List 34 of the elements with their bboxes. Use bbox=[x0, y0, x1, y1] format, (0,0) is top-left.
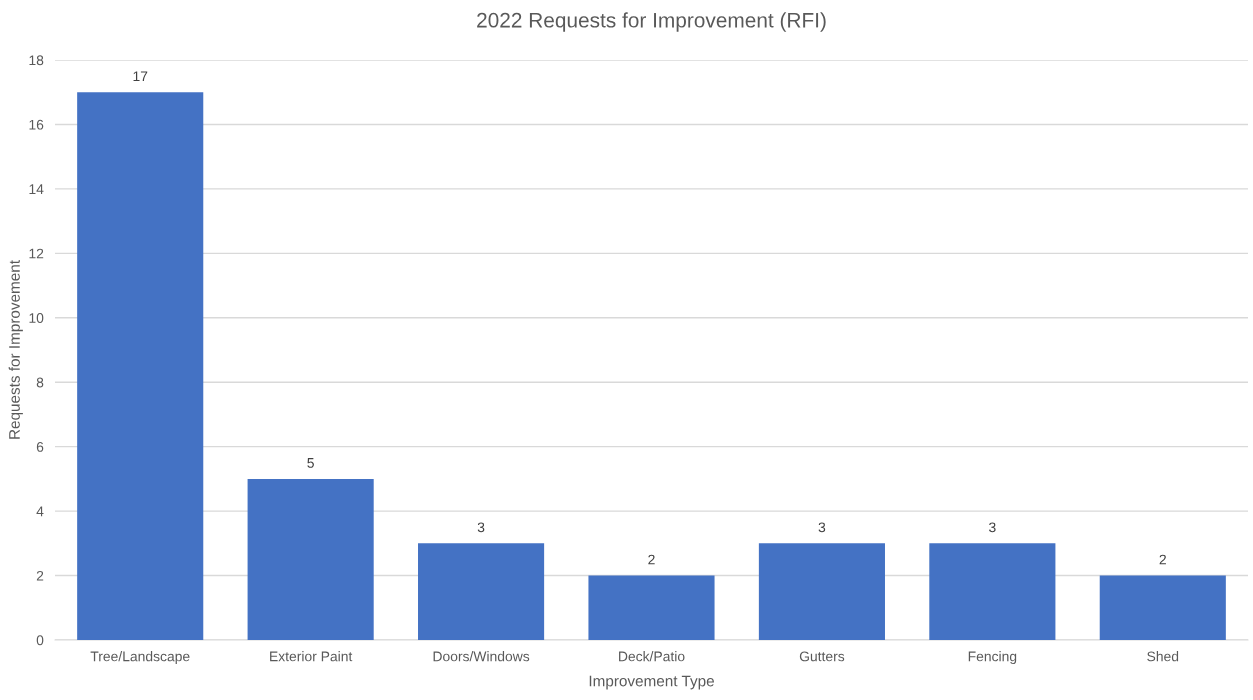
x-tick-label: Doors/Windows bbox=[433, 651, 530, 662]
bar bbox=[247, 478, 374, 640]
y-tick-label: 18 bbox=[29, 55, 44, 66]
data-label: 17 bbox=[133, 71, 148, 82]
y-tick-label: 16 bbox=[29, 119, 44, 130]
y-tick-label: 6 bbox=[36, 442, 44, 452]
x-tick-label: Exterior Paint bbox=[270, 651, 353, 662]
data-label: 2 bbox=[648, 554, 655, 565]
chart-title: 2022 Requests for Improvement (RFI) bbox=[477, 12, 826, 32]
y-tick-label: 8 bbox=[36, 377, 44, 388]
x-tick-label: Tree/Landscape bbox=[90, 651, 190, 665]
data-label: 2 bbox=[1159, 554, 1166, 565]
x-tick-label: Deck/Patio bbox=[619, 651, 685, 662]
data-label: 3 bbox=[477, 522, 485, 533]
x-tick-label: Shed bbox=[1147, 651, 1179, 662]
bar bbox=[418, 543, 545, 640]
data-label: 5 bbox=[307, 458, 314, 468]
x-tick-label: Gutters bbox=[799, 651, 845, 662]
bar bbox=[1099, 575, 1226, 640]
bar bbox=[588, 575, 715, 640]
x-tick-label: Fencing bbox=[968, 651, 1017, 665]
y-tick-label: 12 bbox=[29, 248, 44, 259]
y-tick-label: 2 bbox=[36, 570, 44, 581]
data-label: 3 bbox=[818, 522, 826, 533]
bar bbox=[77, 92, 204, 640]
data-label: 3 bbox=[989, 522, 996, 533]
y-tick-label: 0 bbox=[36, 635, 44, 646]
y-axis-title: Requests for Improvement bbox=[8, 260, 23, 439]
y-tick-label: 4 bbox=[36, 506, 44, 517]
y-tick-label: 10 bbox=[29, 313, 44, 323]
x-axis-title: Improvement Type bbox=[589, 675, 714, 690]
y-tick-label: 14 bbox=[29, 184, 44, 194]
bar bbox=[929, 543, 1056, 640]
bar bbox=[758, 543, 885, 640]
